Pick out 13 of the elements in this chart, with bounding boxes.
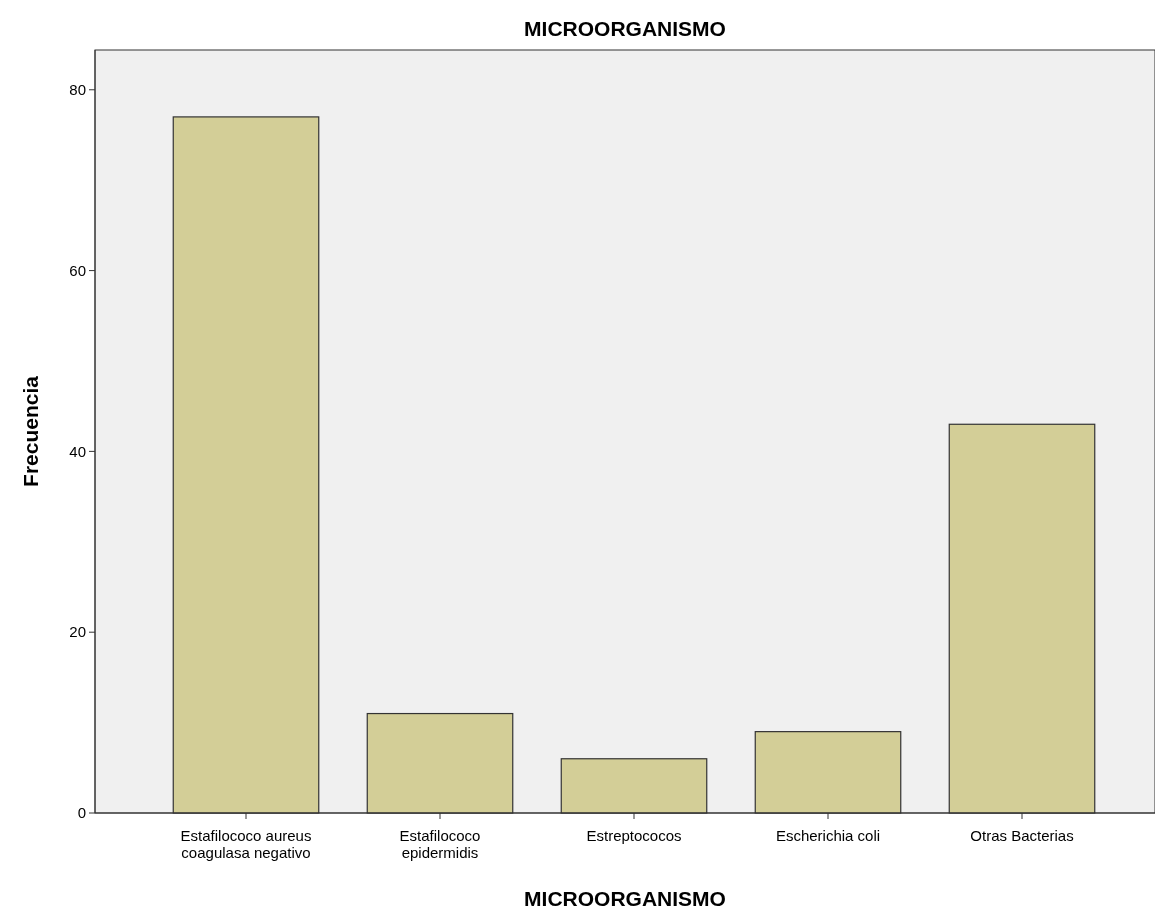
y-tick-label: 0 [77,804,86,822]
x-tick-label: Estreptococos [586,827,682,844]
x-tick-label: Escherichia coli [775,827,881,844]
chart-title: MICROORGANISMO [524,17,726,40]
y-tick-label: 40 [69,442,86,460]
y-tick-label: 80 [69,81,86,99]
x-tick-label: Estafilococo epidermidis [399,827,481,861]
x-tick-label: Estafilococo aureus coagulasa negativo [180,827,312,861]
x-axis-title: MICROORGANISMO [524,887,726,910]
y-axis-title: Frecuencia [19,375,42,487]
x-tick-label: Otras Bacterias [970,827,1074,844]
y-tick-label: 60 [69,261,86,279]
y-tick-label: 20 [69,623,86,641]
